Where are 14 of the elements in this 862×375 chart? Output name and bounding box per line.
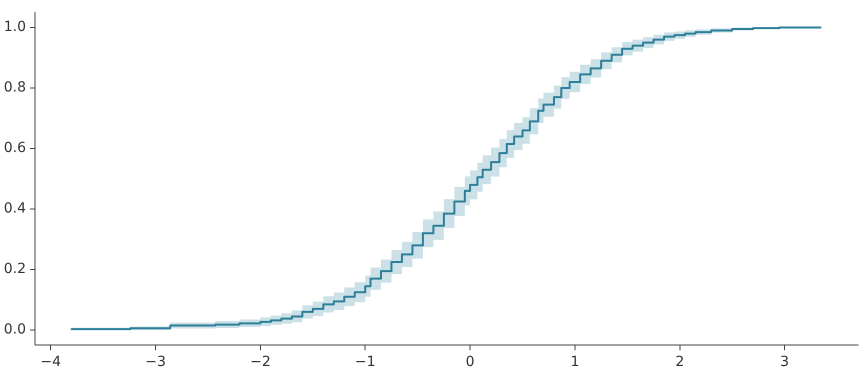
- x-tick-label: −1: [354, 354, 376, 370]
- y-tick-label: 0.2: [4, 261, 26, 278]
- x-tick-label: 3: [780, 354, 790, 370]
- x-tick-label: 2: [675, 354, 684, 370]
- y-tick-label: 0.8: [4, 80, 26, 96]
- x-tick-label: 1: [570, 354, 580, 370]
- y-tick-label: 0.6: [4, 140, 26, 156]
- x-tick-label: 0: [466, 354, 475, 370]
- y-tick-label: 0.4: [4, 200, 26, 217]
- y-tick-label: 1.0: [4, 19, 26, 36]
- x-tick-label: −3: [145, 354, 166, 370]
- x-tick-label: −2: [250, 354, 271, 370]
- x-tick-label: −4: [40, 354, 62, 370]
- y-tick-label: 0.0: [4, 322, 26, 338]
